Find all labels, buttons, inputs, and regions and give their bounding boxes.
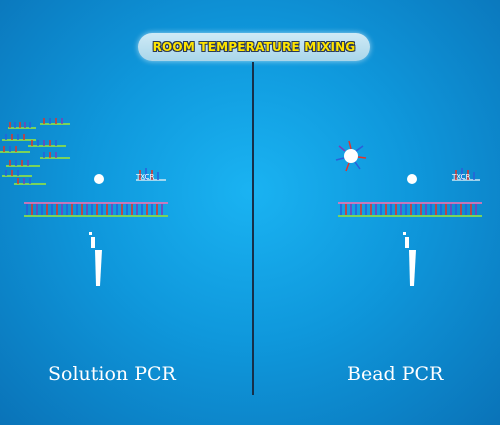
probe-right [403,232,416,286]
template-dna-left [24,202,168,217]
panel-label-bead-pcr: Bead PCR [347,363,444,385]
free-primers-cluster [0,118,70,185]
template-dna-right [338,202,482,217]
tagged-primer-left: TXCR [135,168,166,181]
page-title: ROOM TEMPERATURE MIXING [152,40,356,54]
tagged-primer-right: TXCR [451,168,480,181]
polymerase-blob-right [407,174,417,184]
title-pill: ROOM TEMPERATURE MIXING [138,33,370,61]
primer-tag-left: TXCR [135,173,154,181]
probe-left [89,232,102,286]
panel-divider [252,62,254,395]
primer-tag-right: TXCR [451,173,470,181]
bead-right [335,140,367,172]
polymerase-blob-left [94,174,104,184]
panel-label-solution-pcr: Solution PCR [48,363,176,385]
